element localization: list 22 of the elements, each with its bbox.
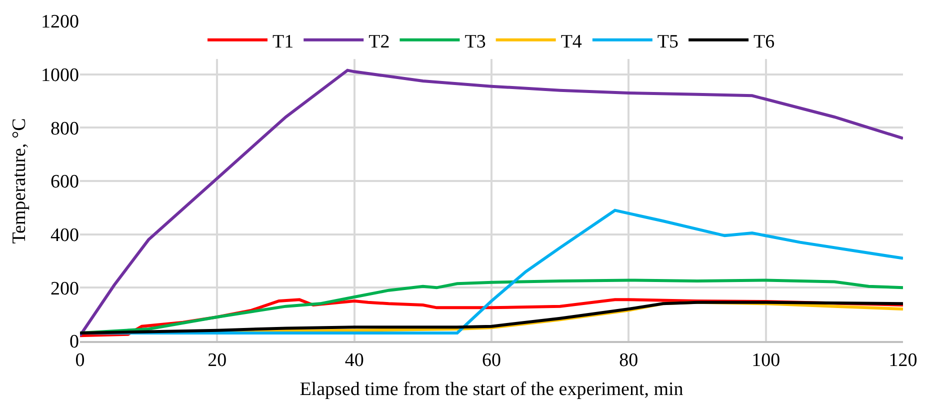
y-tick-label: 1000 <box>41 64 79 86</box>
x-tick-label: 80 <box>619 350 638 371</box>
y-tick-label: 200 <box>50 278 79 300</box>
x-tick-label: 20 <box>208 350 227 371</box>
x-tick-label: 60 <box>482 350 501 371</box>
x-tick-label: 100 <box>752 350 780 371</box>
line-series <box>80 68 903 338</box>
legend-label: T2 <box>368 31 390 52</box>
y-axis-title: Temperature, °C <box>8 118 30 244</box>
legend-label: T4 <box>560 31 582 52</box>
y-tick-label: 1200 <box>41 12 79 33</box>
legend-label: T6 <box>754 31 775 52</box>
y-tick-label: 600 <box>50 172 79 193</box>
legend-label: T5 <box>657 31 679 52</box>
x-tick-label: 120 <box>888 350 918 371</box>
x-tick-label: 40 <box>344 350 364 371</box>
legend-label: T1 <box>272 31 294 52</box>
legend-label: T3 <box>464 31 486 52</box>
y-tick-label: 400 <box>50 224 79 246</box>
y-tick-label: 0 <box>70 332 79 353</box>
x-axis-title: Elapsed time from the start of the experiment, min <box>300 379 684 400</box>
y-tick-label: 800 <box>50 118 79 140</box>
